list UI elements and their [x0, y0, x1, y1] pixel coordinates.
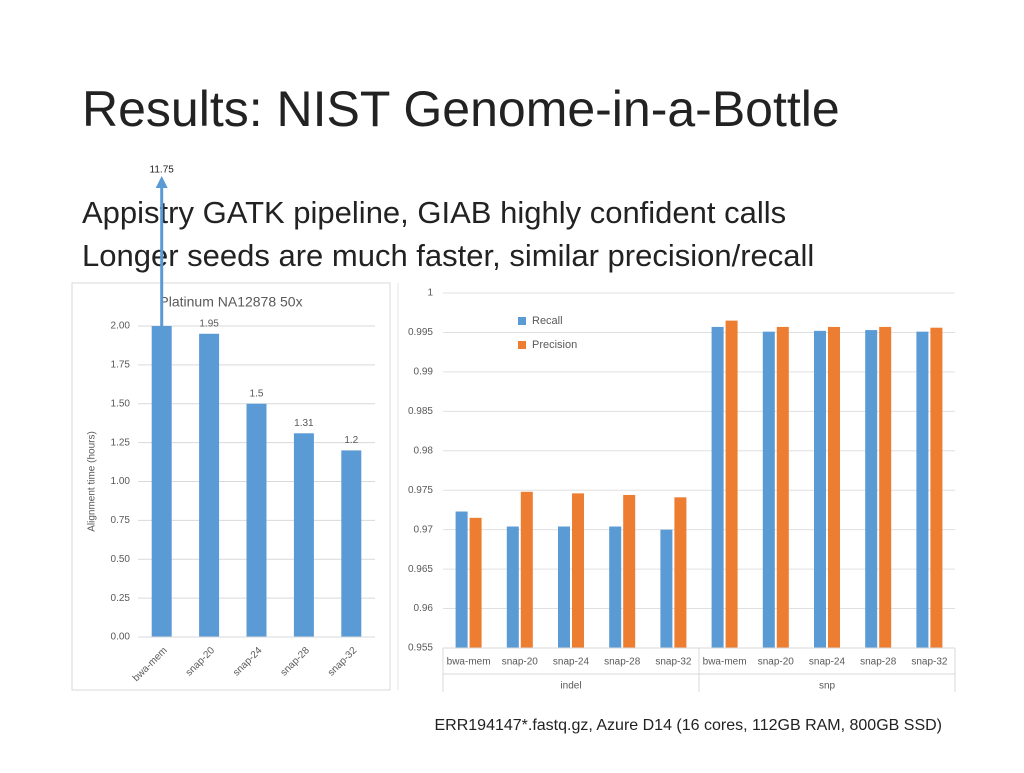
bar — [762, 331, 775, 648]
x-tick-label: snap-28 — [860, 657, 897, 668]
y-tick-label: 0.99 — [414, 367, 434, 378]
y-tick-label: 1.00 — [111, 476, 131, 487]
bar — [469, 517, 482, 648]
x-tick-label: snap-32 — [911, 657, 948, 668]
data-label: 1.95 — [199, 318, 219, 329]
bar — [711, 326, 724, 648]
bar — [558, 526, 570, 648]
y-tick-label: 0.955 — [408, 643, 433, 654]
x-tick-label: bwa-mem — [447, 657, 491, 668]
bars — [151, 326, 362, 637]
y-tick-label: 0.50 — [111, 554, 131, 565]
y-tick-label: 0.75 — [111, 515, 131, 526]
bar — [151, 326, 172, 637]
y-tick-label: 0.25 — [111, 593, 131, 604]
bar — [506, 526, 519, 648]
bar — [341, 450, 362, 637]
x-tick-label: snap-20 — [502, 657, 539, 668]
y-tick-label: 0.985 — [408, 406, 433, 417]
y-tick-label: 2.00 — [111, 321, 131, 332]
data-label: 11.75 — [150, 165, 175, 176]
legend-swatch — [518, 317, 526, 325]
y-tick-label: 1 — [427, 288, 433, 299]
overflow-arrowhead — [155, 176, 168, 188]
y-tick-label: 0.98 — [414, 445, 434, 456]
bar — [623, 494, 636, 648]
y-tick-label: 0.97 — [414, 524, 434, 535]
legend-label: Precision — [532, 339, 577, 351]
data-label: 1.31 — [294, 418, 314, 429]
bar — [776, 326, 789, 648]
bar — [865, 330, 878, 648]
y-tick-label: 0.995 — [408, 327, 433, 338]
y-tick-label: 0.96 — [414, 603, 434, 614]
group-label: indel — [560, 681, 581, 692]
data-label: 1.2 — [344, 435, 358, 446]
y-tick-label: 0.00 — [111, 632, 131, 643]
y-axis-label: Alignment time (hours) — [87, 431, 98, 532]
bar — [246, 403, 267, 637]
x-tick-label: snap-32 — [655, 657, 692, 668]
slide-title: Results: NIST Genome-in-a-Bottle — [82, 81, 840, 137]
bar — [879, 326, 892, 648]
y-tick-label: 0.965 — [408, 564, 433, 575]
x-tick-label: snap-28 — [604, 657, 641, 668]
group-label: snp — [819, 681, 836, 692]
bullet: Longer seeds are much faster, similar pr… — [82, 238, 814, 273]
bar — [930, 327, 943, 648]
bar — [520, 491, 533, 648]
legend-swatch — [518, 341, 526, 349]
bullet: Appistry GATK pipeline, GIAB highly conf… — [82, 195, 786, 230]
x-tick-label: snap-24 — [809, 657, 846, 668]
chart-frame — [71, 282, 391, 691]
bar — [609, 526, 622, 648]
chart-title: Platinum NA12878 50x — [159, 294, 302, 310]
footnote: ERR194147*.fastq.gz, Azure D14 (16 cores… — [434, 717, 942, 734]
y-tick-label: 1.25 — [111, 437, 131, 448]
x-tick-label: bwa-mem — [703, 657, 747, 668]
bar — [455, 511, 468, 648]
bar — [725, 320, 738, 648]
x-tick-label: snap-20 — [758, 657, 795, 668]
y-tick-label: 1.50 — [111, 398, 131, 409]
y-tick-label: 1.75 — [111, 360, 131, 371]
bar — [828, 326, 840, 648]
y-tick-label: 0.975 — [408, 485, 433, 496]
x-tick-label: snap-24 — [553, 657, 590, 668]
bar — [674, 497, 687, 648]
bar — [572, 493, 584, 648]
data-label: 1.5 — [250, 388, 264, 399]
bar — [660, 529, 673, 648]
bar — [916, 331, 929, 648]
bar — [814, 330, 826, 648]
bar — [199, 333, 220, 637]
bar — [293, 433, 314, 637]
legend-label: Recall — [532, 315, 563, 327]
